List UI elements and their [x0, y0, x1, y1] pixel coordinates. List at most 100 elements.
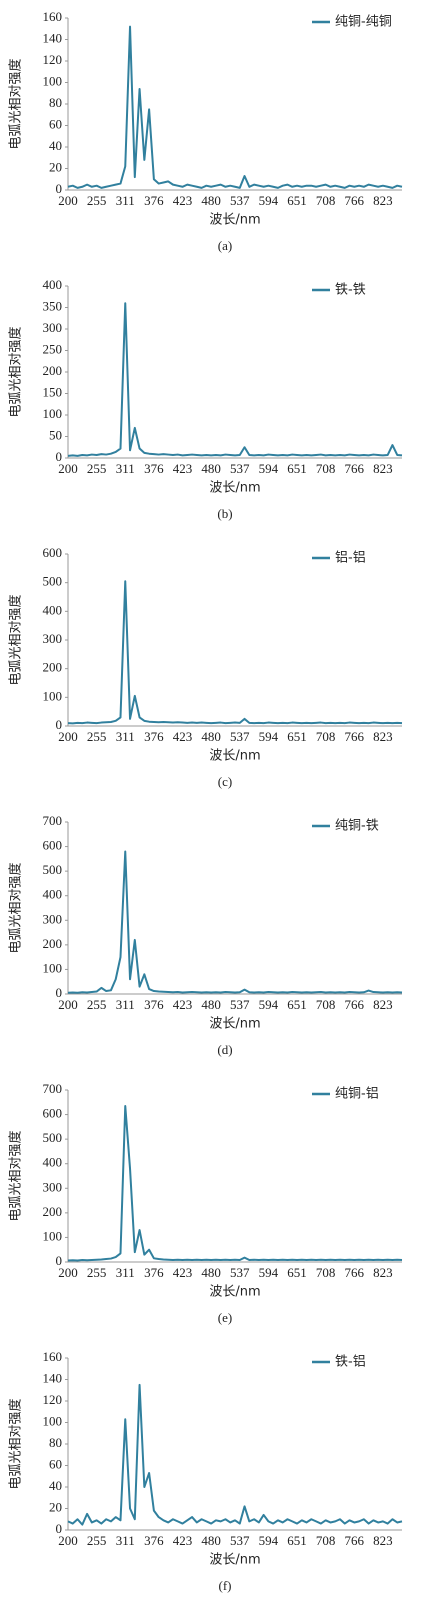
x-tick-label: 651: [287, 1265, 307, 1280]
x-tick-label: 823: [373, 461, 393, 476]
x-tick-label: 480: [201, 1533, 221, 1548]
chart-panel: 0 100 200 300 400 500 600 200 255 311 376 423 480 537…: [8, 545, 403, 789]
y-tick-label: 200: [43, 1204, 63, 1219]
x-tick-label: 423: [173, 997, 193, 1012]
x-tick-label: 594: [259, 461, 279, 476]
caption: (a): [218, 238, 232, 253]
x-tick-label: 651: [287, 193, 307, 208]
x-tick-label: 651: [287, 729, 307, 744]
x-tick-label: 423: [173, 193, 193, 208]
x-tick-label: 311: [116, 193, 135, 208]
x-tick-label: 594: [259, 1265, 279, 1280]
x-tick-label: 480: [201, 1265, 221, 1280]
y-tick-label: 80: [49, 1435, 62, 1450]
y-tick-label: 20: [49, 1499, 62, 1514]
x-tick-label: 823: [373, 1533, 393, 1548]
x-tick-label: 376: [144, 1265, 164, 1280]
y-tick-label: 400: [43, 277, 63, 292]
y-axis-label: 电弧光相对强度: [8, 326, 24, 417]
y-tick-label: 120: [43, 52, 63, 67]
data-line: [67, 580, 403, 725]
x-tick-label: 200: [58, 1533, 78, 1548]
legend-label: 铁-铝: [335, 1355, 366, 1370]
x-tick-label: 423: [173, 1265, 193, 1280]
x-tick-label: 200: [58, 1265, 78, 1280]
y-tick-label: 100: [43, 1228, 63, 1243]
x-tick-label: 255: [87, 729, 107, 744]
y-tick-label: 150: [43, 384, 63, 399]
y-tick-label: 140: [43, 30, 63, 45]
x-tick-label: 255: [87, 1533, 107, 1548]
y-tick-label: 60: [49, 116, 62, 131]
legend-label: 铁-铁: [335, 283, 366, 298]
x-tick-label: 423: [173, 1533, 193, 1548]
y-tick-label: 500: [43, 1130, 63, 1145]
x-axis-label: 波长/nm: [209, 481, 260, 496]
x-tick-label: 480: [201, 461, 221, 476]
x-tick-label: 651: [287, 997, 307, 1012]
x-tick-label: 255: [87, 193, 107, 208]
x-tick-label: 823: [373, 997, 393, 1012]
y-tick-label: 100: [43, 960, 63, 975]
data-line: [67, 1383, 403, 1526]
y-tick-label: 400: [43, 602, 63, 617]
x-tick-label: 200: [58, 193, 78, 208]
x-tick-label: 708: [316, 461, 336, 476]
x-tick-label: 200: [58, 461, 78, 476]
y-tick-label: 40: [49, 1478, 62, 1493]
chart-panel: 0 20 40 60 80 100 120 140 160 200 255 311 376 423 480 5…: [8, 9, 403, 253]
x-tick-label: 708: [316, 1533, 336, 1548]
y-tick-label: 100: [43, 406, 63, 421]
x-tick-label: 480: [201, 729, 221, 744]
y-tick-label: 100: [43, 1413, 63, 1428]
y-tick-label: 600: [43, 545, 63, 560]
y-tick-label: 140: [43, 1370, 63, 1385]
y-tick-label: 0: [56, 985, 63, 1000]
y-axis-label: 电弧光相对强度: [8, 1398, 24, 1489]
x-tick-label: 537: [230, 1265, 250, 1280]
x-tick-label: 376: [144, 193, 164, 208]
y-tick-label: 250: [43, 341, 63, 356]
legend-label: 纯铜-铝: [335, 1087, 379, 1102]
x-tick-label: 376: [144, 1533, 164, 1548]
x-tick-label: 311: [116, 461, 135, 476]
y-tick-label: 0: [56, 1521, 63, 1536]
y-tick-label: 600: [43, 838, 63, 853]
chart-panel: 0 100 200 300 400 500 600 700 200 255 311 376 423 480…: [8, 813, 403, 1057]
x-tick-label: 708: [316, 1265, 336, 1280]
x-tick-label: 708: [316, 729, 336, 744]
x-tick-label: 376: [144, 729, 164, 744]
x-tick-label: 376: [144, 997, 164, 1012]
x-tick-label: 594: [259, 729, 279, 744]
x-tick-label: 200: [58, 997, 78, 1012]
caption: (d): [217, 1042, 232, 1057]
legend-label: 铝-铝: [335, 551, 366, 566]
x-tick-label: 255: [87, 997, 107, 1012]
data-line: [67, 850, 403, 994]
y-tick-label: 600: [43, 1106, 63, 1121]
x-tick-label: 766: [345, 997, 365, 1012]
x-tick-label: 311: [116, 997, 135, 1012]
y-tick-label: 200: [43, 660, 63, 675]
data-line: [67, 302, 403, 457]
caption: (f): [219, 1578, 232, 1593]
x-tick-label: 537: [230, 461, 250, 476]
x-tick-label: 200: [58, 729, 78, 744]
chart-panel: 0 20 40 60 80 100 120 140 160 200 255 311 376 423 480 5…: [8, 1349, 403, 1593]
x-tick-label: 311: [116, 1265, 135, 1280]
y-axis-label: 电弧光相对强度: [8, 58, 24, 149]
x-tick-label: 766: [345, 729, 365, 744]
y-tick-label: 300: [43, 911, 63, 926]
x-tick-label: 766: [345, 1265, 365, 1280]
x-tick-label: 423: [173, 729, 193, 744]
x-tick-label: 480: [201, 193, 221, 208]
x-tick-label: 766: [345, 193, 365, 208]
y-tick-label: 500: [43, 862, 63, 877]
y-tick-label: 100: [43, 688, 63, 703]
x-tick-label: 651: [287, 461, 307, 476]
y-tick-label: 500: [43, 574, 63, 589]
x-tick-label: 594: [259, 193, 279, 208]
y-tick-label: 300: [43, 1179, 63, 1194]
x-axis-label: 波长/nm: [209, 749, 260, 764]
